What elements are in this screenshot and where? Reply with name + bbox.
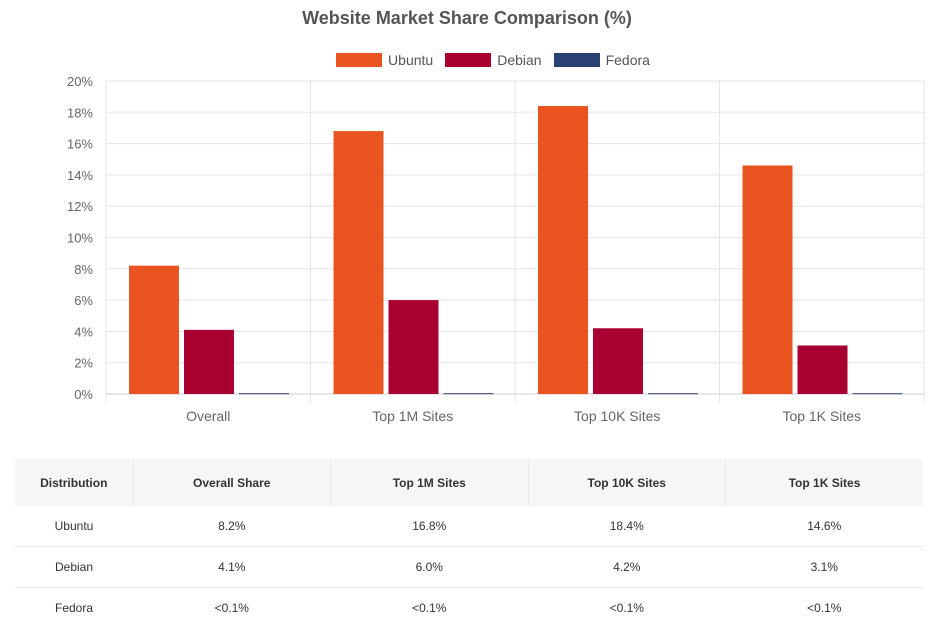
y-tick-label: 0% [74,387,93,402]
legend-label: Debian [497,52,542,68]
chart-title: Website Market Share Comparison (%) [302,8,632,28]
bar-debian-2 [593,328,643,394]
y-tick-label: 20% [67,74,93,89]
bar-fedora-0 [239,393,289,395]
table-cell: Debian [15,546,133,588]
table-cell: 16.8% [412,519,447,533]
table-header-cell: Overall Share [132,459,331,506]
table-cell: 3.1% [725,546,923,588]
table-cell: 6.0% [330,546,528,588]
table-cell: <0.1% [725,587,923,628]
bar-fedora-3 [852,393,903,395]
chart-legend: Ubuntu Debian Fedora [0,52,934,68]
bar-debian-0 [184,329,234,394]
x-tick-label: Top 1M Sites [372,408,453,424]
table-header-row: Distribution Overall Share Top 1M Sites Top… [15,459,923,506]
table-header-cell: Top 1K Sites [725,459,923,506]
table-row: Ubuntu 8.2% 16.8% 18.4% 14.6% [15,506,923,547]
y-tick-label: 6% [74,293,93,308]
y-tick-label: 4% [74,324,93,339]
market-share-table-container: Distribution Overall Share Top 1M Sites Top… [15,459,923,628]
bar-chart: 0% 2% 4% 6% 8% 10% 12% 14% 16% 18% 20% Overall Top 1… [67,74,925,424]
legend-swatch [445,53,492,67]
table-cell: Fedora [15,587,133,628]
bar-fedora-2 [648,393,698,395]
table-cell: 4.1% [133,546,331,588]
legend-label: Ubuntu [388,52,434,68]
table-header-cell: Top 1M Sites [330,459,528,506]
legend-swatch [553,53,600,67]
bar-debian-3 [797,345,848,394]
table-cell: 4.2% [528,546,726,588]
y-tick-label: 18% [67,105,93,120]
table-cell: 8.2% [218,519,246,533]
legend-swatch [336,53,383,67]
bar-debian-1 [388,300,439,394]
table-cell: Ubuntu [54,519,94,533]
y-tick-label: 8% [74,262,93,277]
x-tick-label: Top 1K Sites [782,408,861,424]
y-tick-label: 16% [67,137,93,152]
legend-item-debian[interactable]: Debian [445,52,542,68]
table-cell: 18.4% [609,519,644,533]
legend-label: Fedora [605,52,650,68]
bar-fedora-1 [443,393,494,395]
y-tick-label: 14% [67,168,93,183]
bar-ubuntu-2 [538,106,588,394]
market-share-table: Distribution Overall Share Top 1M Sites Top… [15,459,923,628]
x-tick-label: Overall [186,408,230,424]
table-cell: <0.1% [528,587,726,628]
y-tick-label: 10% [67,231,93,246]
table-row: Debian 4.1% 6.0% 4.2% 3.1% [15,546,923,588]
table-cell: 14.6% [807,519,842,533]
bar-ubuntu-1 [333,131,384,394]
bar-ubuntu-3 [742,165,793,394]
table-cell: <0.1% [133,587,331,628]
y-tick-label: 12% [67,199,93,214]
table-header-cell: Top 10K Sites [527,459,726,506]
x-tick-label: Top 10K Sites [574,408,660,424]
y-tick-label: 2% [74,356,93,371]
legend-item-ubuntu[interactable]: Ubuntu [336,52,433,68]
table-header-cell: Distribution [15,459,133,506]
bar-ubuntu-0 [129,265,179,394]
legend-item-fedora[interactable]: Fedora [553,52,650,68]
table-cell: <0.1% [330,587,528,628]
table-row: Fedora <0.1% <0.1% <0.1% <0.1% [15,587,923,628]
